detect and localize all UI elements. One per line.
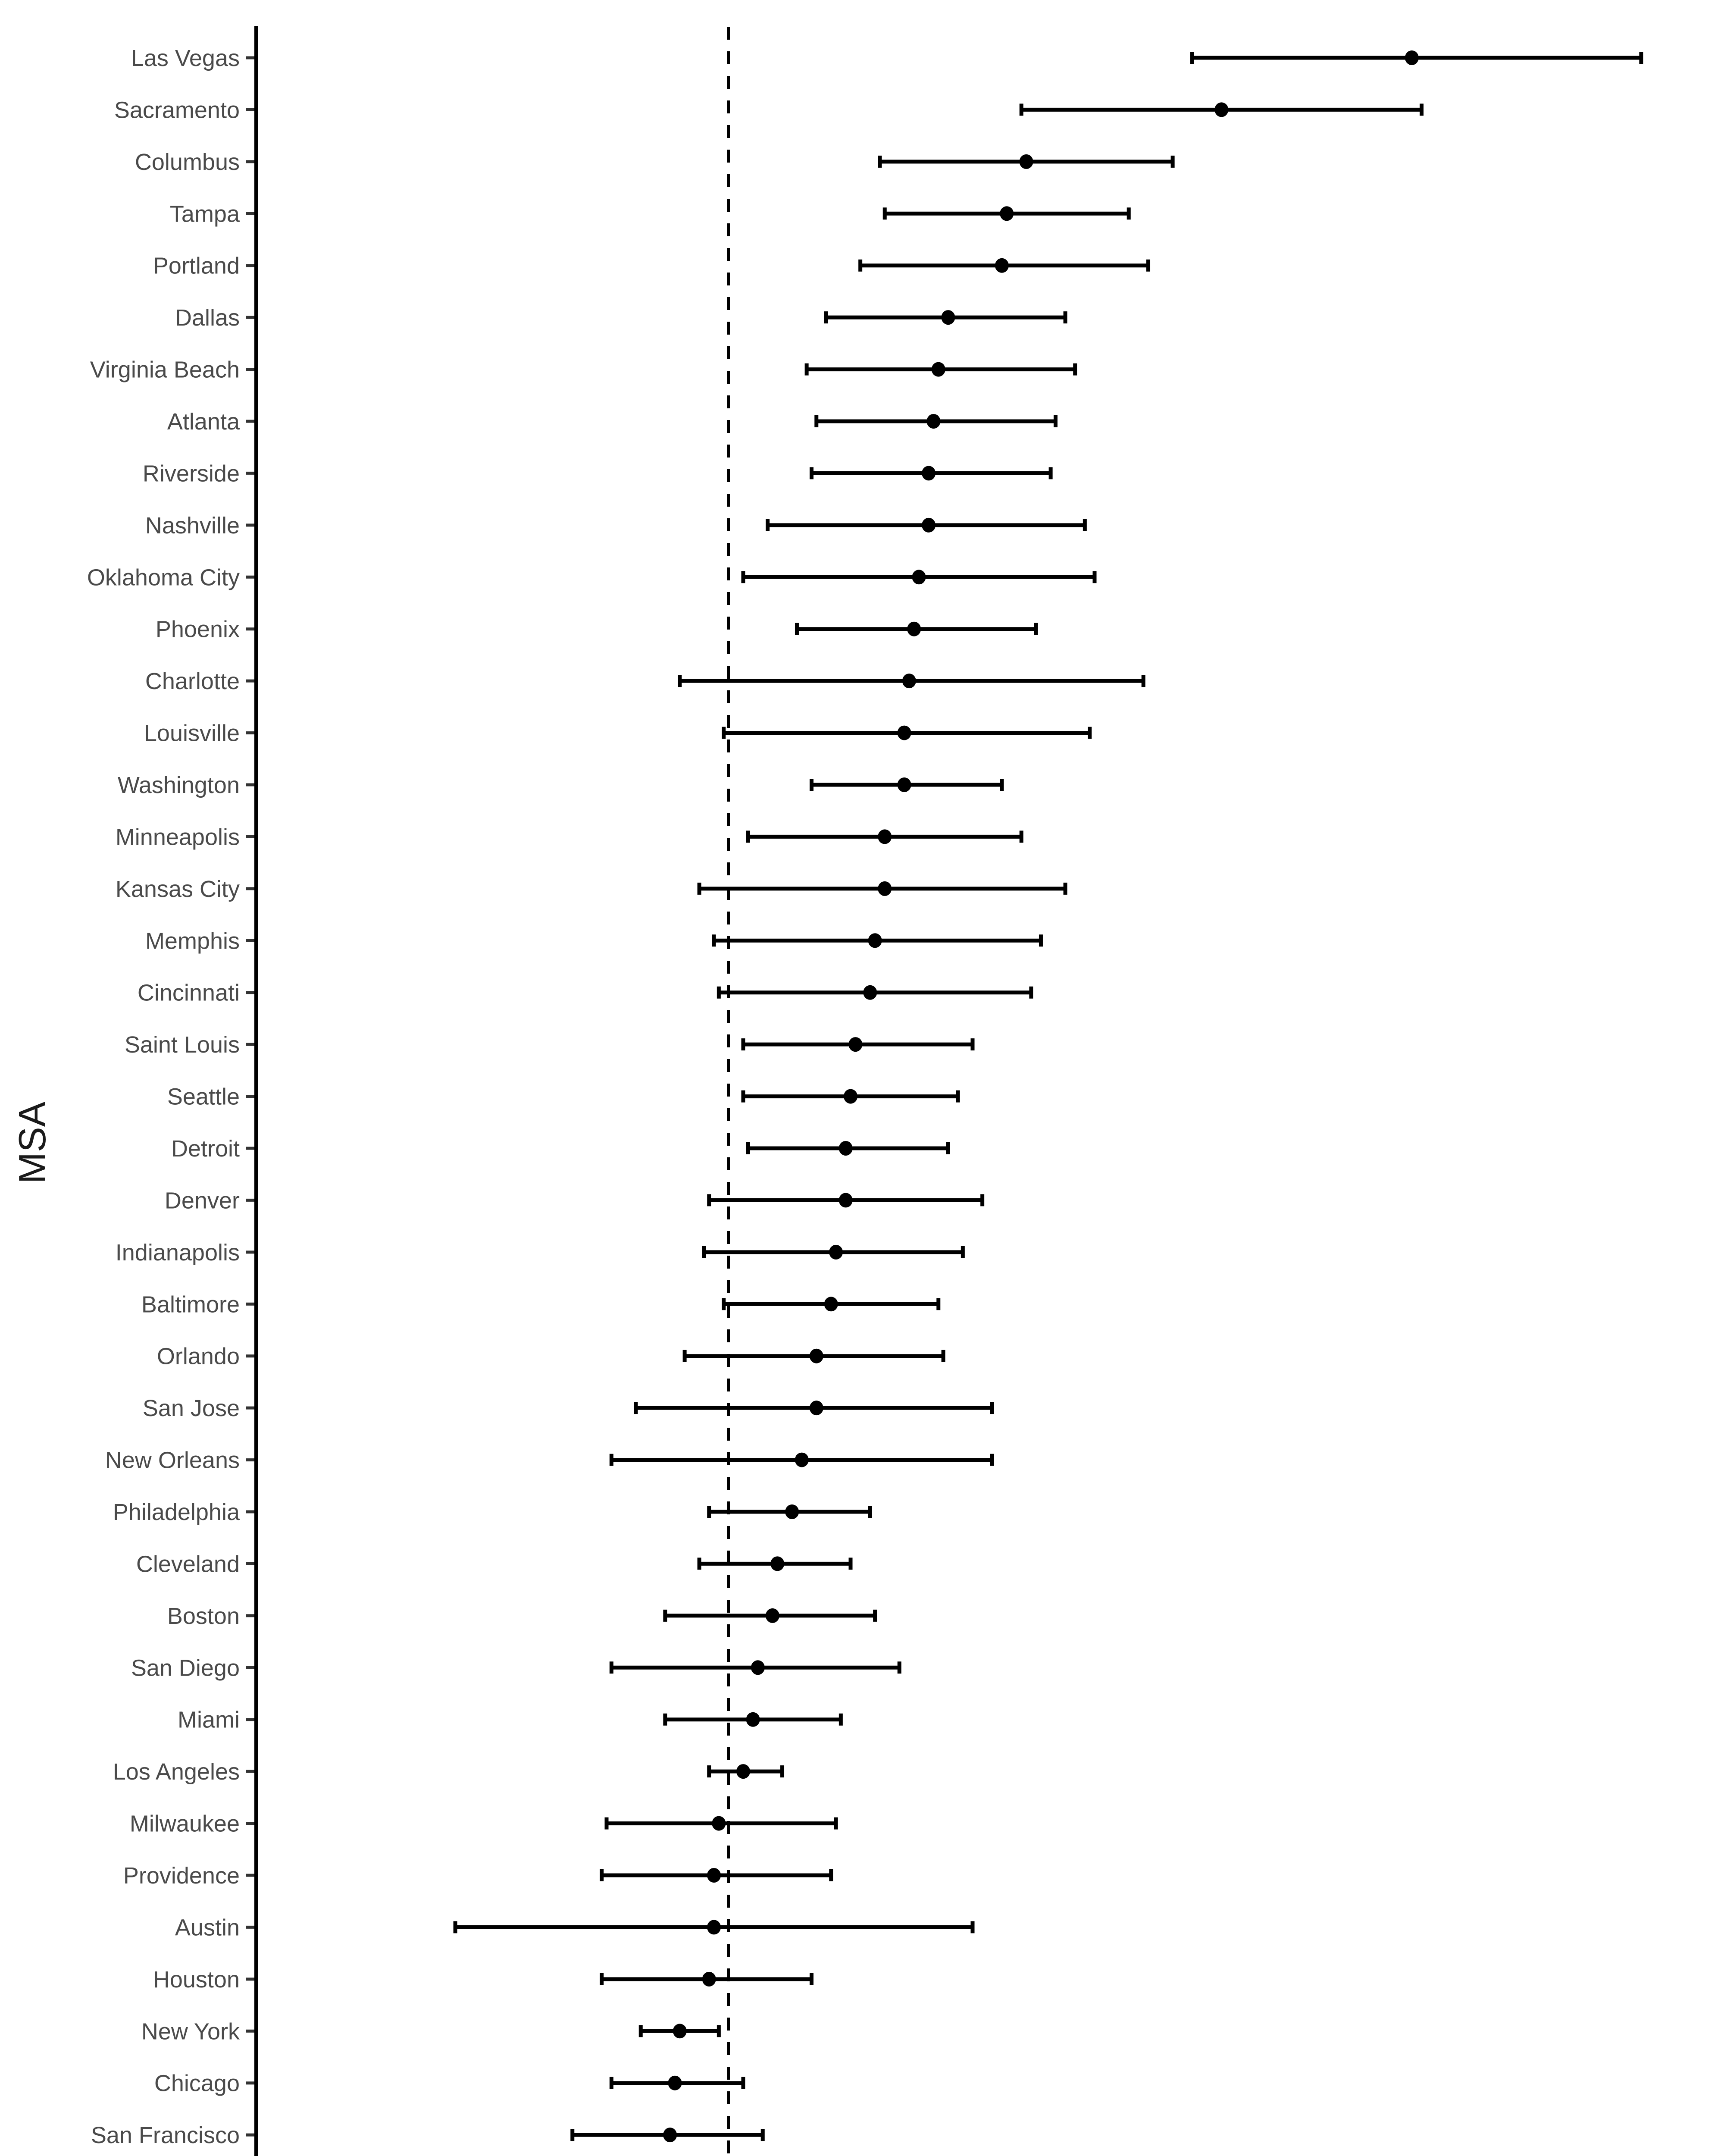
point-estimate	[922, 466, 936, 481]
msa-label: Charlotte	[145, 668, 240, 694]
point-estimate	[785, 1504, 799, 1519]
point-estimate	[931, 362, 945, 377]
point-estimate	[897, 777, 911, 792]
point-estimate	[863, 985, 877, 1000]
point-estimate	[902, 674, 916, 689]
point-estimate	[844, 1089, 857, 1104]
msa-label: Las Vegas	[131, 45, 240, 71]
y-axis-title: MSA	[11, 1101, 53, 1184]
point-estimate	[907, 621, 921, 636]
point-estimate	[868, 933, 882, 948]
point-estimate	[897, 725, 911, 740]
point-estimate	[663, 2128, 677, 2143]
msa-label: Cincinnati	[138, 980, 240, 1006]
point-estimate	[765, 1608, 779, 1623]
msa-label: Dallas	[175, 305, 240, 331]
msa-label: Sacramento	[114, 97, 240, 123]
msa-label: New Orleans	[105, 1448, 240, 1473]
point-estimate	[941, 310, 955, 325]
msa-label: Seattle	[167, 1084, 240, 1110]
msa-label: Providence	[123, 1863, 240, 1889]
msa-label: Nashville	[145, 513, 240, 539]
msa-label: Denver	[165, 1188, 240, 1213]
msa-label: Los Angeles	[113, 1759, 240, 1785]
msa-label: Kansas City	[116, 876, 240, 902]
point-estimate	[1000, 206, 1014, 221]
msa-label: Philadelphia	[113, 1499, 240, 1525]
point-estimate	[878, 881, 892, 896]
point-estimate	[1019, 154, 1033, 169]
point-estimate	[848, 1037, 863, 1052]
msa-label: Virginia Beach	[90, 357, 240, 383]
msa-label: San Francisco	[91, 2122, 240, 2148]
msa-label: Miami	[178, 1707, 240, 1733]
point-estimate	[809, 1348, 823, 1363]
point-estimate	[770, 1556, 785, 1571]
point-estimate	[839, 1193, 853, 1208]
point-estimate	[878, 829, 892, 844]
msa-label: San Jose	[143, 1395, 240, 1421]
point-estimate	[707, 1920, 721, 1935]
point-estimate	[736, 1764, 750, 1779]
point-estimate	[839, 1141, 853, 1156]
point-estimate	[795, 1452, 809, 1467]
msa-label: Orlando	[157, 1344, 240, 1369]
point-estimate	[1405, 50, 1419, 65]
point-estimate	[746, 1712, 760, 1727]
plot-panel: Las Vegas Sacramento Columbus Tampa Portland…	[87, 26, 1643, 2156]
msa-label: Boston	[167, 1603, 240, 1629]
point-estimate	[829, 1244, 843, 1260]
msa-label: Baltimore	[141, 1291, 240, 1317]
point-estimate	[995, 258, 1009, 273]
msa-label: Memphis	[145, 928, 240, 954]
msa-label: Riverside	[143, 461, 240, 486]
point-estimate	[673, 2024, 687, 2039]
msa-label: Atlanta	[167, 409, 240, 435]
msa-label: Chicago	[154, 2071, 240, 2096]
msa-label: Saint Louis	[125, 1032, 240, 1058]
point-estimate	[707, 1868, 721, 1883]
msa-label: Columbus	[135, 149, 240, 175]
msa-label: San Diego	[131, 1655, 240, 1681]
msa-label: Phoenix	[156, 617, 240, 642]
msa-label: Louisville	[144, 721, 240, 746]
point-estimate	[702, 1971, 716, 1987]
point-estimate	[809, 1401, 823, 1416]
msa-label: New York	[141, 2018, 240, 2044]
point-estimate	[668, 2075, 682, 2090]
msa-label: Houston	[153, 1967, 240, 1993]
point-estimate	[751, 1660, 765, 1675]
msa-label: Milwaukee	[130, 1811, 240, 1837]
msa-label: Cleveland	[136, 1551, 240, 1577]
point-estimate	[1214, 102, 1229, 117]
msa-label: Detroit	[171, 1136, 240, 1162]
point-estimate	[912, 570, 926, 585]
point-estimate	[824, 1297, 838, 1312]
point-estimate	[922, 517, 936, 533]
msa-label: Austin	[175, 1915, 240, 1940]
msa-label: Minneapolis	[116, 824, 240, 850]
msa-label: Indianapolis	[116, 1240, 240, 1266]
msa-label: Tampa	[170, 201, 240, 227]
point-estimate	[712, 1816, 726, 1831]
point-estimate	[926, 414, 941, 429]
msa-label: Portland	[153, 253, 240, 279]
msa-label: Oklahoma City	[87, 564, 240, 590]
msa-label: Washington	[118, 772, 240, 798]
